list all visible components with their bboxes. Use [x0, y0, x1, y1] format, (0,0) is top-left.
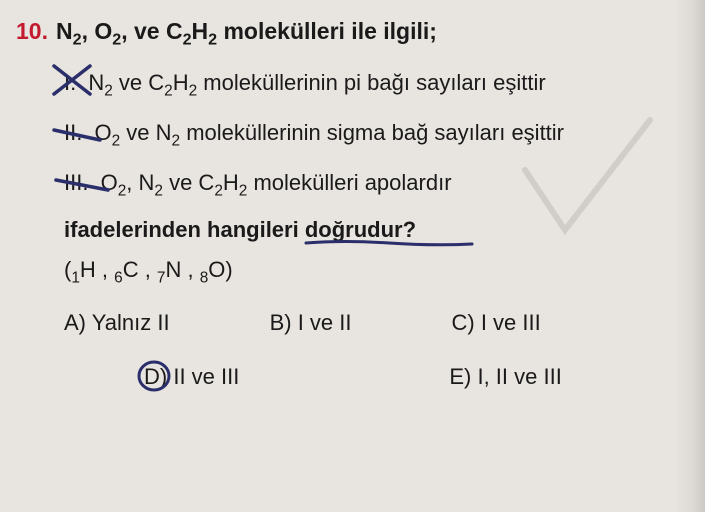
option-d[interactable]: D) II ve III — [144, 364, 239, 390]
check-icon — [515, 110, 655, 250]
options-group: A) Yalnız II B) I ve II C) I ve III D) I… — [64, 310, 681, 390]
page-shadow — [675, 0, 705, 512]
question-number: 10. — [16, 18, 48, 45]
statement-1: I. N2 ve C2H2 moleküllerinin pi bağı say… — [64, 68, 681, 102]
roman-2: II. — [64, 118, 82, 149]
atom-info: (1H , 6C , 7N , 8O) — [64, 257, 681, 287]
option-a[interactable]: A) Yalnız II — [64, 310, 170, 336]
roman-3: III. — [64, 168, 88, 199]
option-b[interactable]: B) I ve II — [270, 310, 352, 336]
roman-1: I. — [64, 68, 76, 99]
option-e[interactable]: E) I, II ve III — [449, 364, 561, 390]
stem-text: N2, O2, ve C2H2 molekülleri ile ilgili; — [56, 18, 437, 50]
circle-icon — [136, 358, 172, 394]
question-stem: 10. N2, O2, ve C2H2 molekülleri ile ilgi… — [16, 18, 681, 50]
option-c[interactable]: C) I ve III — [452, 310, 541, 336]
underline-icon — [304, 239, 474, 247]
